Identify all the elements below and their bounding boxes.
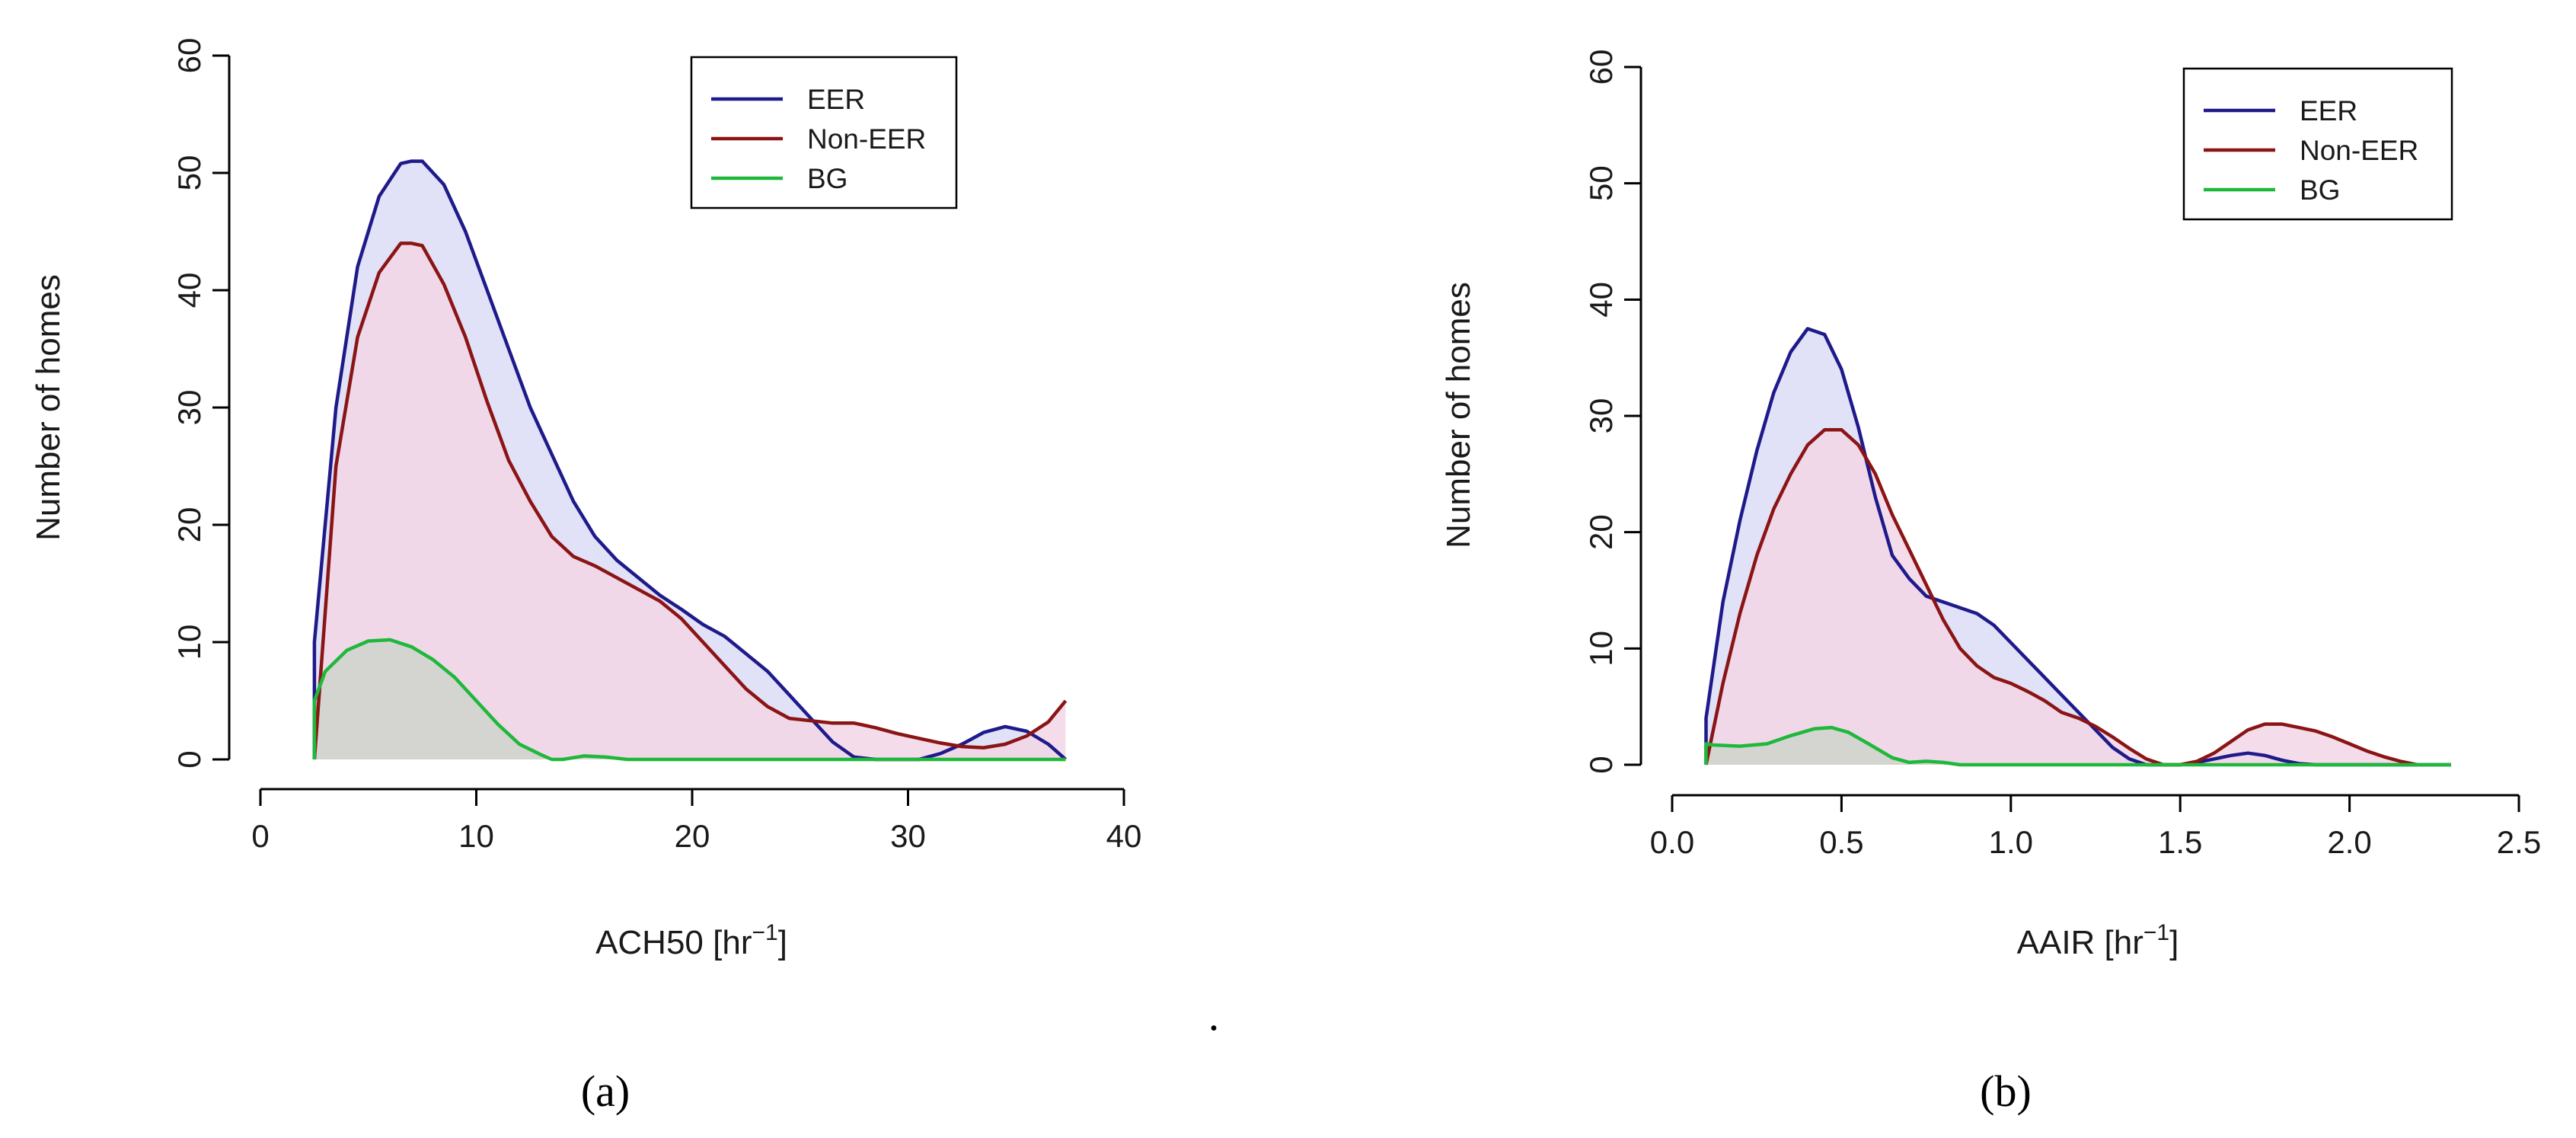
- x-axis-title-base: ACH50 [hr: [595, 924, 752, 961]
- legend-label-non-eer: Non-EER: [807, 123, 926, 155]
- x-tick-label: 0.0: [1650, 824, 1694, 860]
- y-tick-label: 30: [171, 390, 207, 426]
- plot-area-a: [312, 159, 1068, 762]
- x-tick-label: 2.0: [2327, 824, 2371, 860]
- x-axis-title-exponent: −1: [2143, 920, 2169, 945]
- legend-box: [2182, 67, 2453, 221]
- x-tick-label: 2.5: [2497, 824, 2541, 860]
- panel-caption-b: (b): [1980, 1066, 2032, 1116]
- y-tick-label: 60: [1583, 50, 1619, 85]
- x-tick-label: 30: [890, 818, 926, 854]
- x-axis-a: 0 10 20 30 40: [251, 788, 1142, 854]
- series-line-eer: [312, 159, 1067, 762]
- x-axis-title-close: ]: [2169, 924, 2179, 961]
- legend-b: EER Non-EER BG: [2182, 67, 2453, 221]
- chart-panel-b: 0.0 0.5 1.0 1.5 2.0 2.5 0 10 20 30 40 50 60 AAIR [hr−…: [1440, 50, 2541, 1116]
- x-tick-label: 10: [458, 818, 494, 854]
- y-tick-label: 0: [171, 750, 207, 768]
- legend-label-bg: BG: [807, 163, 847, 194]
- x-tick-label: 1.5: [2158, 824, 2202, 860]
- panel-caption-a: (a): [581, 1066, 630, 1116]
- y-tick-label: 0: [1583, 756, 1619, 773]
- x-tick-label: 0: [251, 818, 269, 854]
- legend-label-eer: EER: [807, 84, 865, 115]
- series-area-non-eer: [314, 243, 1066, 759]
- chart-panel-a: 0 10 20 30 40 0 10 20 30 40 50 60 ACH50 [hr−1] Number…: [30, 38, 1141, 1116]
- y-tick-label: 50: [171, 155, 207, 191]
- figure-separator: .: [1208, 990, 1220, 1040]
- y-axis-title: Number of homes: [30, 274, 67, 541]
- y-tick-label: 20: [1583, 514, 1619, 550]
- series-line-bg: [312, 638, 1066, 762]
- legend-label-bg: BG: [2300, 174, 2340, 206]
- x-tick-label: 1.0: [1989, 824, 2033, 860]
- x-axis-title: AAIR [hr−1]: [2017, 920, 2179, 961]
- x-axis-title-close: ]: [778, 924, 787, 961]
- y-tick-label: 10: [1583, 631, 1619, 666]
- x-axis-title: ACH50 [hr−1]: [595, 920, 787, 961]
- y-axis-b: 0 10 20 30 40 50 60: [1583, 50, 1642, 774]
- y-tick-label: 10: [171, 625, 207, 660]
- series-area-bg: [1706, 727, 2451, 765]
- y-tick-label: 50: [1583, 165, 1619, 201]
- series-area-non-eer: [1706, 430, 2418, 765]
- legend-a: EER Non-EER BG: [690, 56, 958, 209]
- y-tick-label: 60: [171, 38, 207, 74]
- legend-label-non-eer: Non-EER: [2300, 135, 2418, 166]
- series-line-non-eer: [312, 241, 1068, 760]
- x-tick-label: 40: [1106, 818, 1142, 854]
- x-axis-b: 0.0 0.5 1.0 1.5 2.0 2.5: [1650, 794, 2541, 860]
- x-tick-label: 0.5: [1819, 824, 1863, 860]
- series-line-eer: [1704, 327, 2451, 767]
- y-axis-title: Number of homes: [1440, 282, 1477, 548]
- x-tick-label: 20: [675, 818, 710, 854]
- y-axis-a: 0 10 20 30 40 50 60: [171, 38, 231, 769]
- legend-label-eer: EER: [2300, 95, 2357, 126]
- series-line-bg: [1704, 725, 2451, 767]
- x-axis-title-exponent: −1: [752, 920, 777, 945]
- y-tick-label: 20: [171, 507, 207, 543]
- series-line-non-eer: [1704, 428, 2418, 767]
- y-tick-label: 40: [1583, 282, 1619, 318]
- y-tick-label: 40: [171, 273, 207, 308]
- legend-box: [690, 56, 958, 209]
- x-axis-title-base: AAIR [hr: [2017, 924, 2143, 961]
- y-tick-label: 30: [1583, 398, 1619, 434]
- plot-area-b: [1704, 327, 2451, 767]
